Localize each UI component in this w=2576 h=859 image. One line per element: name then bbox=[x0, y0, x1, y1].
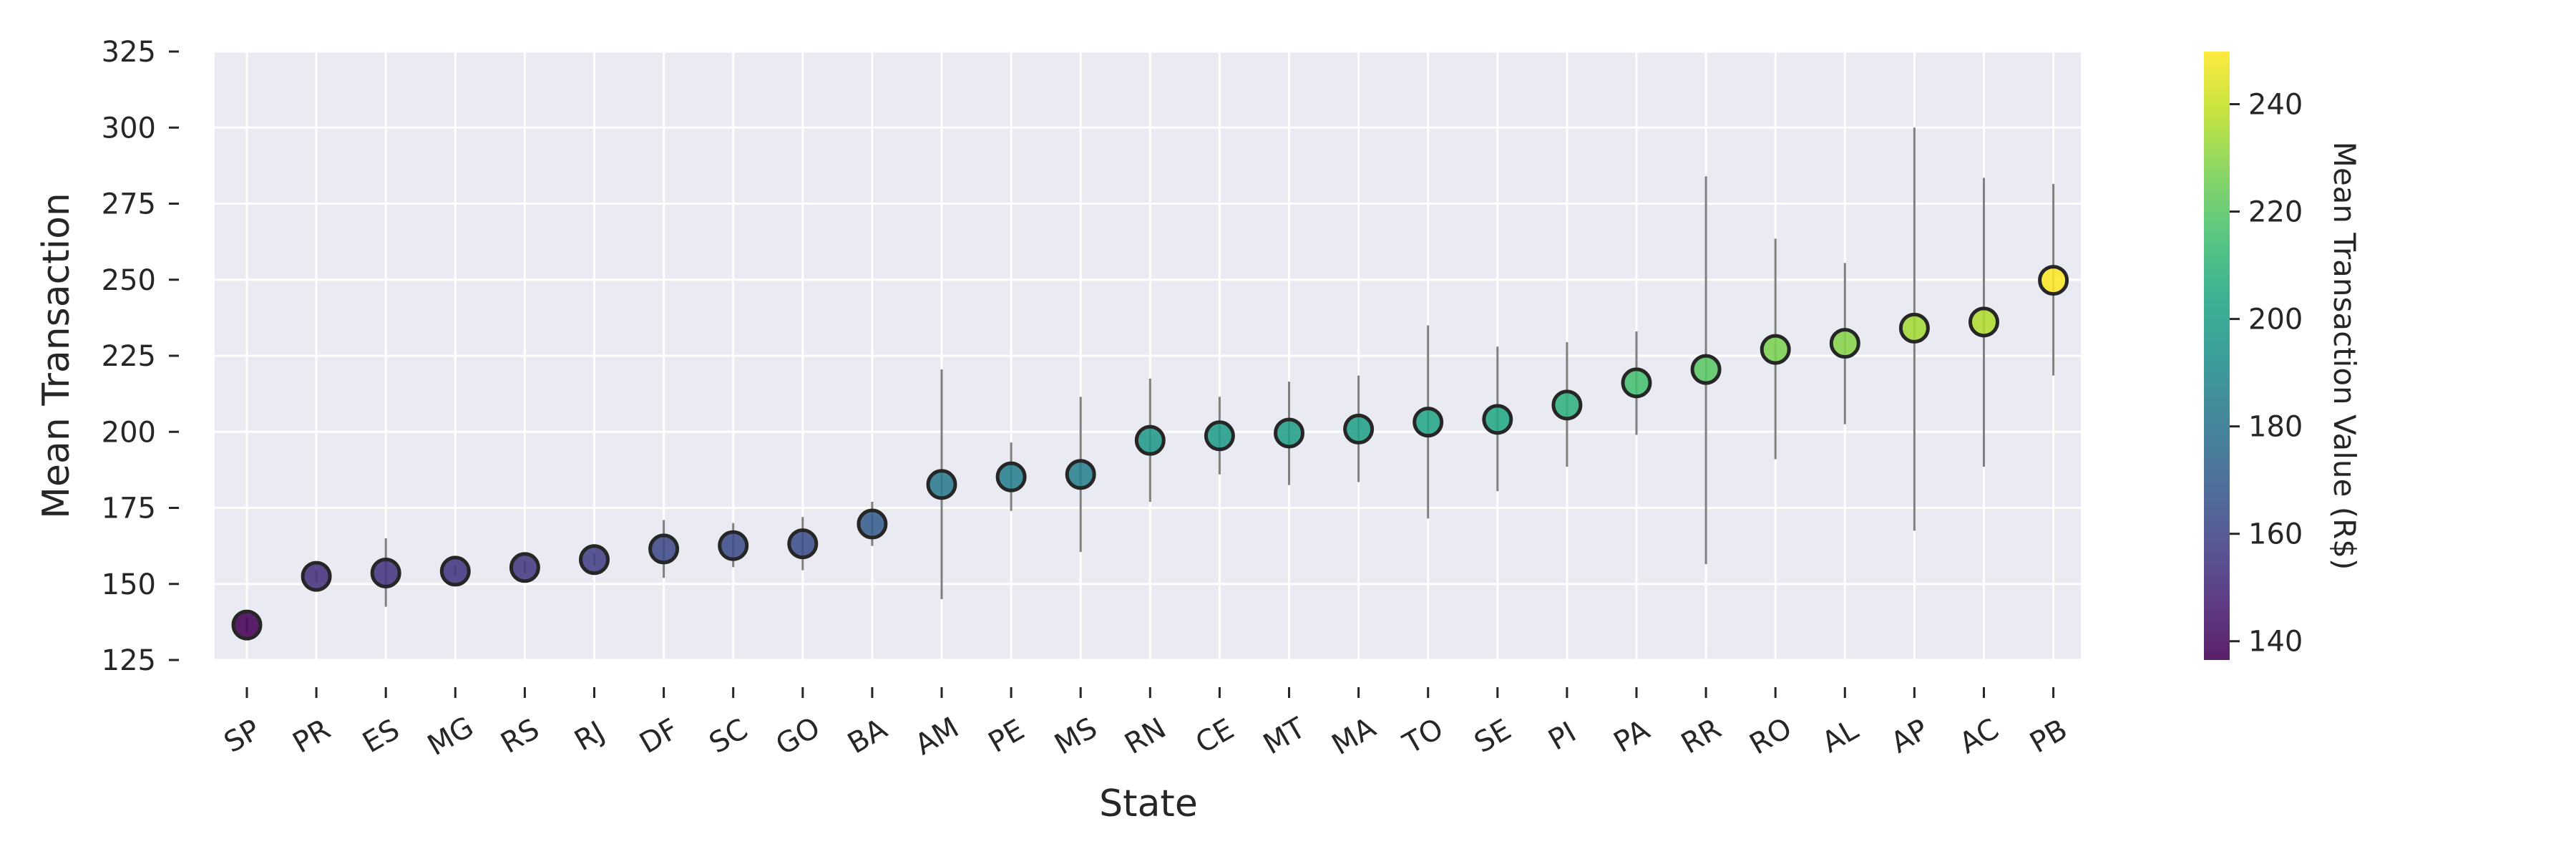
data-point bbox=[509, 552, 540, 583]
x-tick-label: BA bbox=[842, 712, 893, 761]
x-tick-label: GO bbox=[771, 711, 826, 762]
colorbar-tick-label: 220 bbox=[2248, 196, 2303, 229]
x-tick-label: MS bbox=[1049, 712, 1103, 762]
data-point bbox=[1413, 407, 1444, 438]
data-point bbox=[1829, 328, 1860, 359]
data-point bbox=[718, 530, 749, 561]
y-tick-label: 125 bbox=[102, 644, 156, 677]
x-tick-label: PB bbox=[2024, 713, 2073, 760]
x-tick-label: SE bbox=[1469, 713, 1517, 759]
x-tick-label: PR bbox=[288, 713, 336, 760]
y-tick-label: 275 bbox=[102, 188, 156, 221]
x-tick-label: RN bbox=[1119, 712, 1171, 761]
x-tick-label: AP bbox=[1885, 713, 1934, 760]
data-point bbox=[1482, 404, 1513, 435]
data-point bbox=[926, 469, 957, 500]
y-axis: 125 150 175 200 225 250 275 300 325 bbox=[102, 36, 179, 677]
y-tick-label: 300 bbox=[102, 112, 156, 145]
colorbar-tick-label: 200 bbox=[2248, 304, 2303, 336]
x-tick-label: PA bbox=[1609, 713, 1656, 759]
y-tick-label: 175 bbox=[102, 492, 156, 525]
data-point bbox=[1065, 459, 1096, 490]
data-point bbox=[1551, 389, 1583, 421]
x-tick-label: AM bbox=[909, 711, 965, 762]
data-point bbox=[231, 609, 263, 641]
colorbar-ticks: 140 160 180 200 220 240 bbox=[2230, 89, 2303, 659]
data-point bbox=[1134, 424, 1166, 456]
data-point bbox=[1968, 306, 1999, 338]
data-point bbox=[1621, 367, 1652, 399]
x-tick-label: RO bbox=[1745, 712, 1797, 761]
y-tick-label: 200 bbox=[102, 416, 156, 449]
data-point bbox=[1760, 334, 1791, 365]
data-point bbox=[301, 560, 332, 592]
x-axis: SP PR ES MG RS RJ DF SC GO BA AM PE MS RN CE MT MA TO SE PI… bbox=[219, 687, 2073, 762]
y-tick-label: 325 bbox=[102, 36, 156, 69]
x-tick-label: MG bbox=[422, 710, 479, 762]
colorbar-tick-label: 180 bbox=[2248, 411, 2303, 444]
x-tick-label: TO bbox=[1397, 712, 1449, 761]
colorbar-label: Mean Transaction Value (R$) bbox=[2327, 142, 2362, 571]
x-axis-title: State bbox=[1099, 782, 1198, 825]
data-point bbox=[1204, 420, 1235, 452]
x-tick-label: DF bbox=[634, 712, 684, 760]
x-tick-label: MA bbox=[1327, 711, 1382, 762]
y-tick-label: 250 bbox=[102, 264, 156, 297]
x-tick-label: AC bbox=[1954, 712, 2004, 760]
data-point bbox=[787, 528, 819, 560]
data-point bbox=[439, 555, 471, 587]
data-point bbox=[648, 533, 680, 565]
x-tick-label: AL bbox=[1817, 713, 1865, 759]
x-tick-label: SP bbox=[219, 713, 266, 759]
data-point bbox=[579, 544, 610, 576]
colorbar-tick-label: 140 bbox=[2248, 626, 2303, 659]
x-tick-label: MT bbox=[1258, 712, 1312, 762]
x-tick-label: SC bbox=[704, 712, 753, 760]
colorbar bbox=[2204, 52, 2230, 660]
colorbar-tick-label: 240 bbox=[2248, 89, 2303, 122]
x-tick-label: PE bbox=[983, 713, 1030, 759]
data-points bbox=[231, 265, 2069, 641]
x-tick-label: PI bbox=[1543, 716, 1581, 757]
x-tick-label: RJ bbox=[569, 715, 610, 758]
x-tick-label: RS bbox=[495, 713, 545, 760]
data-point bbox=[1898, 312, 1930, 344]
x-tick-label: ES bbox=[357, 713, 405, 759]
data-point bbox=[2038, 265, 2069, 296]
data-point bbox=[1274, 417, 1304, 449]
y-tick-label: 225 bbox=[102, 340, 156, 373]
data-point bbox=[1690, 354, 1722, 385]
x-tick-label: RR bbox=[1676, 712, 1727, 761]
colorbar-tick-label: 160 bbox=[2248, 518, 2303, 551]
y-axis-title: Mean Transaction bbox=[35, 193, 78, 519]
x-tick-label: CE bbox=[1190, 713, 1239, 760]
data-point bbox=[995, 461, 1027, 492]
data-point bbox=[1343, 413, 1375, 445]
data-point bbox=[370, 557, 401, 588]
data-point bbox=[857, 508, 888, 540]
y-tick-label: 150 bbox=[102, 568, 156, 601]
